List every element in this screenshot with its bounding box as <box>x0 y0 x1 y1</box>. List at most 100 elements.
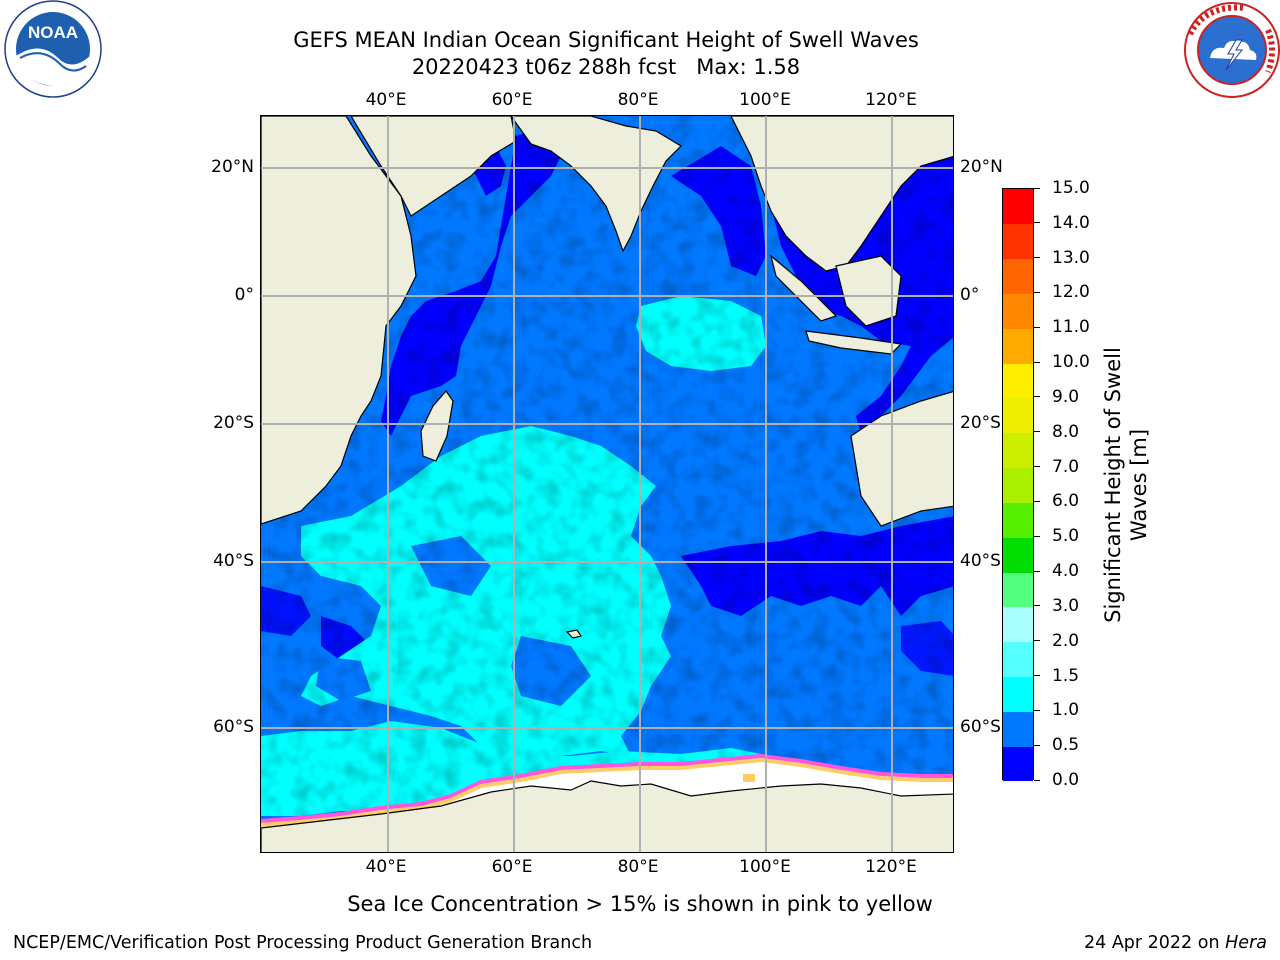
ice-patch <box>743 774 755 782</box>
india-land <box>510 116 682 253</box>
colorbar-tick-mark <box>1034 570 1040 572</box>
colorbar-segment <box>1003 293 1033 329</box>
colorbar-tick-mark <box>1034 396 1040 398</box>
lon-label-bottom-100e: 100°E <box>739 857 791 877</box>
colorbar-title: Significant Height of Swell Waves [m] <box>1100 305 1156 665</box>
colorbar-tick-mark <box>1034 500 1040 502</box>
madagascar-land <box>420 390 454 462</box>
colorbar-tick-mark <box>1034 605 1040 607</box>
africa-land <box>261 116 417 525</box>
colorbar-tick-label: 15.0 <box>1052 178 1090 198</box>
colorbar-segment <box>1003 676 1033 712</box>
lat-label-right-0: 0° <box>960 285 980 305</box>
lat-label-right-60s: 60°S <box>960 717 1001 737</box>
lat-label-left-20n: 20°N <box>211 157 254 177</box>
lat-label-right-40s: 40°S <box>960 551 1001 571</box>
colorbar-tick-label: 6.0 <box>1052 491 1080 512</box>
colorbar-segment <box>1003 363 1033 399</box>
noaa-logo-icon: NOAA <box>0 0 106 98</box>
colorbar-tick-mark <box>1034 222 1040 224</box>
footer-date-text: 24 Apr 2022 on <box>1083 933 1220 953</box>
antarctica-land <box>261 780 953 852</box>
colorbar-segment <box>1003 189 1033 225</box>
colorbar-tick-label: 11.0 <box>1052 317 1090 338</box>
ice-edge-yellow <box>261 757 953 827</box>
colorbar-title-line2: Waves [m] <box>1127 428 1151 542</box>
se-asia-land <box>730 116 953 272</box>
colorbar-tick-label: 9.0 <box>1052 386 1080 407</box>
colorbar-tick-mark <box>1034 257 1040 259</box>
colorbar-tick-mark <box>1034 431 1040 433</box>
colorbar-tick-mark <box>1034 361 1040 363</box>
lon-label-top-100e: 100°E <box>739 90 791 110</box>
graticule <box>261 116 953 852</box>
colorbar-segment <box>1003 502 1033 538</box>
chart-subtitle: 20220423 t06z 288h fcst Max: 1.58 <box>411 55 801 79</box>
colorbar-segment <box>1003 258 1033 294</box>
lon-label-bottom-40e: 40°E <box>365 857 407 877</box>
colorbar-tick-mark <box>1034 709 1040 711</box>
lon-label-bottom-120e: 120°E <box>865 857 917 877</box>
colorbar-segment <box>1003 537 1033 573</box>
kerguelen-land <box>565 629 582 639</box>
sumatra-land <box>769 254 838 322</box>
colorbar <box>1002 188 1034 782</box>
lon-label-top-40e: 40°E <box>365 90 407 110</box>
lat-label-left-0: 0° <box>234 285 254 305</box>
colorbar-tick-mark <box>1034 326 1040 328</box>
colorbar-tick-mark <box>1034 187 1040 189</box>
lon-label-bottom-80e: 80°E <box>617 857 659 877</box>
colorbar-tick-label: 14.0 <box>1052 212 1090 233</box>
colorbar-tick-mark <box>1034 675 1040 677</box>
lon-label-top-80e: 80°E <box>617 90 659 110</box>
noaa-logo-text: NOAA <box>28 23 78 42</box>
colorbar-segment <box>1003 572 1033 608</box>
colorbar-segment <box>1003 606 1033 643</box>
colorbar-title-line1: Significant Height of Swell <box>1101 347 1125 623</box>
colorbar-segment <box>1003 746 1033 782</box>
map-canvas <box>261 116 953 852</box>
ice-edge-pink <box>261 753 953 823</box>
colorbar-segment <box>1003 641 1033 678</box>
colorbar-tick-label: 7.0 <box>1052 456 1080 477</box>
colorbar-tick-mark <box>1034 744 1040 746</box>
colorbar-segment <box>1003 711 1033 747</box>
colorbar-segment <box>1003 467 1033 503</box>
colorbar-segment <box>1003 432 1033 469</box>
colorbar-tick-label: 3.0 <box>1052 595 1080 616</box>
lat-label-right-20n: 20°N <box>960 157 1003 177</box>
colorbar-tick-label: 5.0 <box>1052 526 1080 547</box>
colorbar-segment <box>1003 223 1033 260</box>
lon-label-top-120e: 120°E <box>865 90 917 110</box>
lat-label-right-20s: 20°S <box>960 413 1001 433</box>
colorbar-tick-label: 0.5 <box>1052 735 1080 756</box>
colorbar-tick-label: 8.0 <box>1052 421 1080 442</box>
colorbar-tick-label: 0.0 <box>1052 770 1080 790</box>
lat-label-left-20s: 20°S <box>213 413 254 433</box>
lon-label-bottom-60e: 60°E <box>491 857 533 877</box>
colorbar-tick-mark <box>1034 779 1040 781</box>
landmasses <box>261 116 953 852</box>
colorbar-segment <box>1003 397 1033 434</box>
chart-title: GEFS MEAN Indian Ocean Significant Heigh… <box>293 28 919 52</box>
colorbar-tick-label: 12.0 <box>1052 282 1090 303</box>
colorbar-tick-label: 1.5 <box>1052 665 1080 686</box>
colorbar-tick-mark <box>1034 640 1040 642</box>
map-panel <box>260 115 954 853</box>
colorbar-tick-mark <box>1034 466 1040 468</box>
colorbar-tick-mark <box>1034 291 1040 293</box>
colorbar-tick-label: 13.0 <box>1052 247 1090 268</box>
footer-host: Hera <box>1225 933 1267 953</box>
footer-date: 24 Apr 2022 on Hera <box>1084 933 1267 953</box>
nws-logo-icon <box>1176 0 1280 100</box>
colorbar-tick-label: 1.0 <box>1052 700 1080 721</box>
borneo-land <box>835 255 902 327</box>
colorbar-tick-label: 10.0 <box>1052 352 1090 373</box>
map-caption: Sea Ice Concentration > 15% is shown in … <box>347 892 933 916</box>
lat-label-left-40s: 40°S <box>213 551 254 571</box>
colorbar-tick-mark <box>1034 535 1040 537</box>
australia-land <box>850 390 953 527</box>
colorbar-tick-label: 4.0 <box>1052 561 1080 582</box>
lat-label-left-60s: 60°S <box>213 717 254 737</box>
colorbar-tick-label: 2.0 <box>1052 630 1080 651</box>
